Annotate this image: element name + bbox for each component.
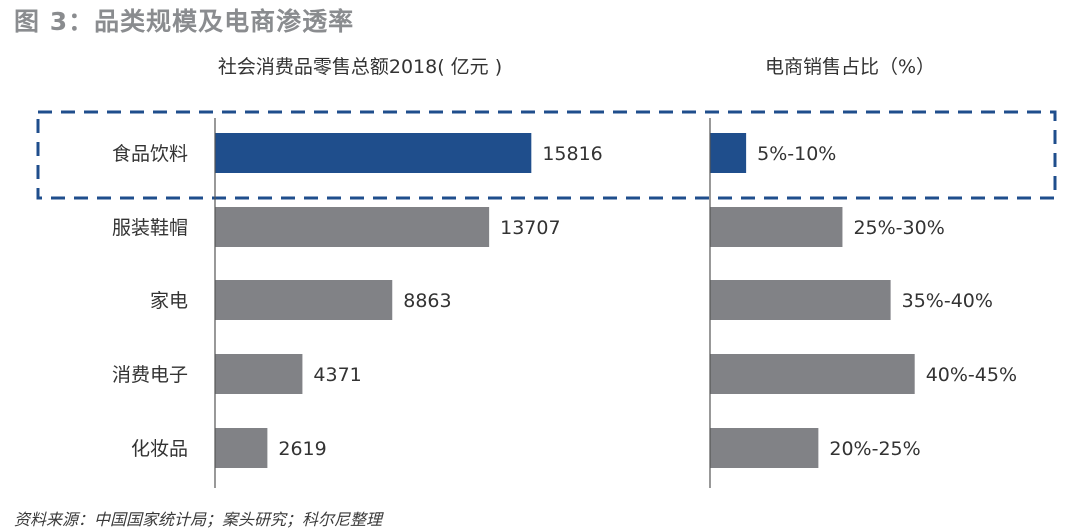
- value-label-left-3: 4371: [313, 364, 361, 386]
- value-label-left-4: 2619: [278, 438, 326, 460]
- category-label-4: 化妆品: [131, 438, 188, 460]
- category-label-1: 服装鞋帽: [112, 217, 188, 239]
- category-label-3: 消费电子: [112, 364, 188, 386]
- left-chart-title: 社会消费品零售总额2018( 亿元 ): [218, 56, 502, 78]
- right-chart-title: 电商销售占比（%）: [765, 56, 935, 78]
- value-label-right-1: 25%-30%: [853, 217, 944, 239]
- bar-left-3: [215, 354, 303, 394]
- value-label-right-2: 35%-40%: [902, 290, 993, 312]
- value-label-left-1: 13707: [500, 217, 560, 239]
- bar-left-1: [215, 207, 490, 247]
- bar-right-0: [710, 133, 747, 173]
- bar-left-2: [215, 280, 393, 320]
- source-note: 资料来源：中国国家统计局；案头研究；科尔尼整理: [14, 510, 383, 529]
- highlight-box: [36, 110, 1057, 200]
- value-label-left-0: 15816: [542, 143, 602, 165]
- bar-right-2: [710, 280, 891, 320]
- value-label-right-0: 5%-10%: [757, 143, 836, 165]
- value-label-right-4: 20%-25%: [829, 438, 920, 460]
- value-label-left-2: 8863: [403, 290, 451, 312]
- value-label-right-3: 40%-45%: [926, 364, 1017, 386]
- category-label-2: 家电: [150, 290, 188, 312]
- bar-right-4: [710, 428, 819, 468]
- bar-right-3: [710, 354, 915, 394]
- bar-left-0: [215, 133, 532, 173]
- bar-right-1: [710, 207, 843, 247]
- category-label-0: 食品饮料: [112, 143, 188, 165]
- chart-title: 图 3：品类规模及电商渗透率: [14, 7, 355, 36]
- bar-left-4: [215, 428, 268, 468]
